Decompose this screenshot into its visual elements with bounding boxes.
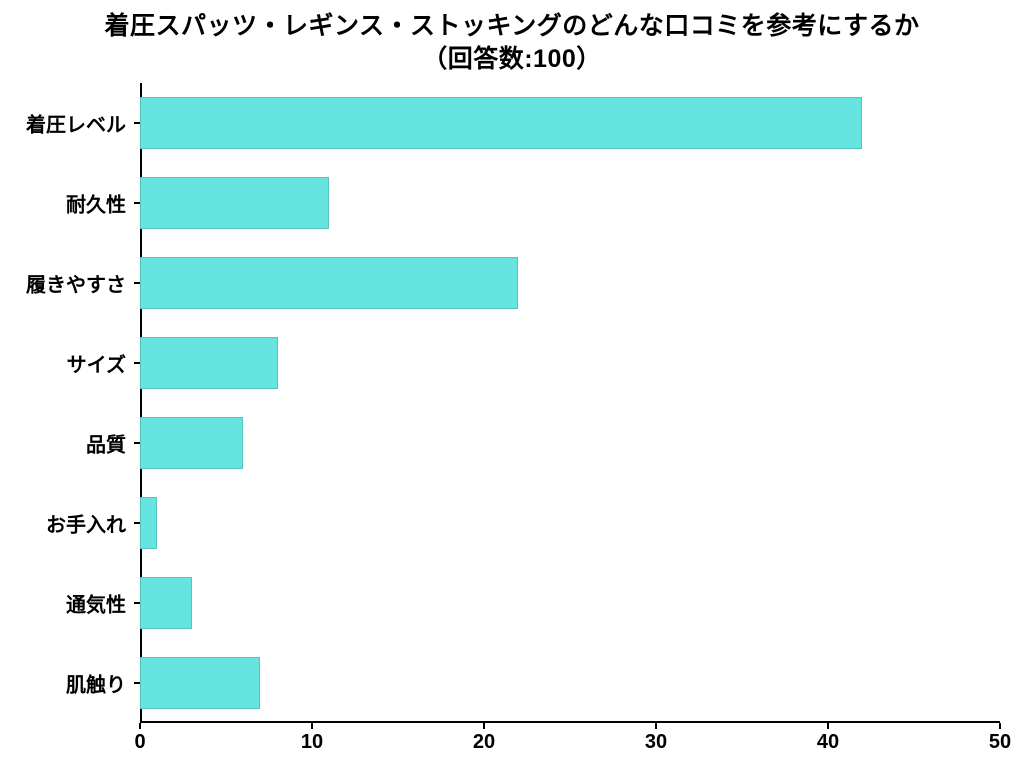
x-tick <box>999 723 1001 729</box>
y-tick <box>134 362 140 364</box>
x-tick <box>311 723 313 729</box>
bar-rect <box>140 177 329 228</box>
x-tick <box>655 723 657 729</box>
bar-rect <box>140 657 260 708</box>
y-tick <box>134 682 140 684</box>
y-axis-label: 通気性 <box>66 589 126 618</box>
x-tick-label: 50 <box>989 731 1011 754</box>
chart-title-line2: （回答数:100） <box>20 43 1004 76</box>
y-tick <box>134 442 140 444</box>
y-tick <box>134 522 140 524</box>
chart-container: 着圧スパッツ・レギンス・ストッキングのどんな口コミを参考にするか （回答数:10… <box>0 0 1024 768</box>
bars-layer: 着圧レベル耐久性履きやすさサイズ品質お手入れ通気性肌触り <box>140 83 1000 723</box>
x-tick <box>827 723 829 729</box>
bar <box>140 657 1000 708</box>
bar-rect <box>140 577 192 628</box>
y-tick <box>134 122 140 124</box>
bar <box>140 177 1000 228</box>
x-tick-label: 40 <box>817 731 839 754</box>
y-axis-label: 品質 <box>86 429 126 458</box>
y-axis-label: お手入れ <box>46 509 126 538</box>
bar <box>140 97 1000 148</box>
bar <box>140 257 1000 308</box>
bar-rect <box>140 257 518 308</box>
bar <box>140 497 1000 548</box>
x-tick-label: 20 <box>473 731 495 754</box>
y-tick <box>134 282 140 284</box>
bar <box>140 337 1000 388</box>
bar <box>140 577 1000 628</box>
x-tick <box>483 723 485 729</box>
bar-rect <box>140 417 243 468</box>
plot-area: 着圧レベル耐久性履きやすさサイズ品質お手入れ通気性肌触り 01020304050 <box>140 83 1000 723</box>
y-axis-label: 着圧レベル <box>26 109 126 138</box>
chart-title: 着圧スパッツ・レギンス・ストッキングのどんな口コミを参考にするか （回答数:10… <box>20 10 1004 75</box>
y-tick <box>134 202 140 204</box>
y-axis-label: 履きやすさ <box>26 269 126 298</box>
x-tick <box>139 723 141 729</box>
bar-rect <box>140 337 278 388</box>
bar-rect <box>140 97 862 148</box>
x-tick-label: 10 <box>301 731 323 754</box>
bar-rect <box>140 497 157 548</box>
y-tick <box>134 602 140 604</box>
y-axis-label: サイズ <box>67 349 126 378</box>
y-axis-label: 耐久性 <box>66 189 126 218</box>
x-tick-label: 0 <box>134 731 145 754</box>
bar <box>140 417 1000 468</box>
chart-title-line1: 着圧スパッツ・レギンス・ストッキングのどんな口コミを参考にするか <box>20 10 1004 43</box>
y-axis-label: 肌触り <box>66 669 126 698</box>
x-tick-label: 30 <box>645 731 667 754</box>
